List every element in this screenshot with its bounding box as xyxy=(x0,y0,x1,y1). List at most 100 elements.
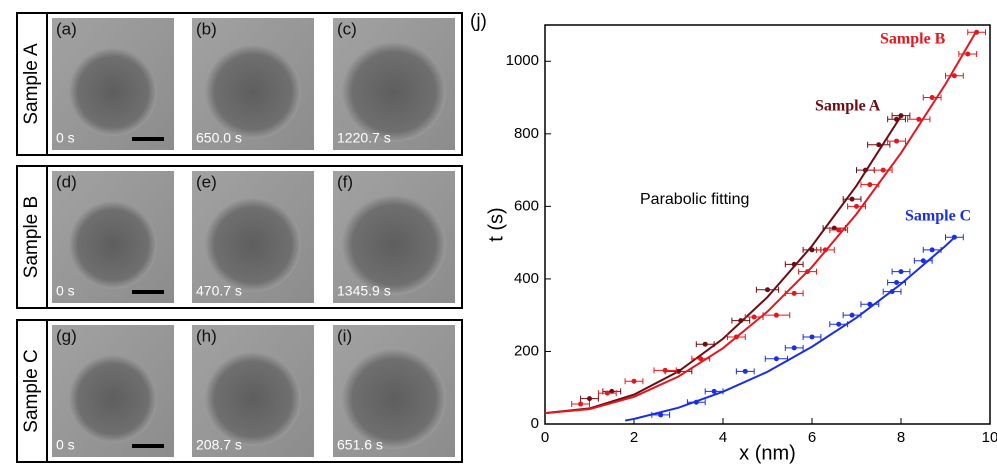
series-label: Sample B xyxy=(880,31,946,48)
time-label: 470.7 s xyxy=(196,283,242,299)
data-point xyxy=(773,356,779,362)
particle xyxy=(69,48,157,136)
data-point xyxy=(867,301,873,307)
annotation: Parabolic fitting xyxy=(640,191,749,208)
data-point xyxy=(889,289,895,295)
time-label: 1345.9 s xyxy=(337,283,391,299)
data-point xyxy=(880,167,886,173)
sample-label: Sample C xyxy=(21,349,42,432)
image-label: (c) xyxy=(337,19,357,38)
x-tick-label: 10 xyxy=(982,429,997,446)
image-panels: Sample A (a) 0 s (b) 650.0 s (c) 1220.7 s Sampl… xyxy=(16,12,463,463)
data-point xyxy=(578,401,584,407)
data-point xyxy=(894,138,900,144)
data-point xyxy=(658,412,664,418)
particle xyxy=(69,201,157,289)
series-label: Sample C xyxy=(905,208,971,225)
data-point xyxy=(951,73,957,79)
particle xyxy=(205,198,301,292)
data-point xyxy=(587,396,592,402)
y-tick-label: 0 xyxy=(531,415,539,432)
data-point xyxy=(876,142,882,148)
data-point xyxy=(862,167,868,173)
data-point xyxy=(836,321,842,327)
image-label: (b) xyxy=(196,19,217,38)
data-point xyxy=(849,196,855,202)
row-frame xyxy=(16,319,463,463)
data-point xyxy=(693,399,699,405)
data-point xyxy=(738,318,744,324)
y-tick-label: 200 xyxy=(514,342,539,359)
data-point xyxy=(791,345,797,351)
data-point xyxy=(898,269,904,275)
data-point xyxy=(631,378,637,384)
sample-label: Sample B xyxy=(21,196,42,278)
image-label: (d) xyxy=(56,172,77,191)
particle xyxy=(342,42,446,142)
plot-frame xyxy=(544,24,991,425)
time-label: 651.6 s xyxy=(337,437,383,453)
image-label: (g) xyxy=(56,326,77,345)
row-frame xyxy=(16,165,463,309)
data-point xyxy=(698,356,704,362)
image-label: (a) xyxy=(56,19,77,38)
data-point xyxy=(867,182,873,188)
chart: 0 2 4 6 8 10 0 200 400 600 800 1000 x (nm) t (s) Parab… xyxy=(485,24,997,464)
x-tick-label: 6 xyxy=(808,429,816,446)
data-point xyxy=(809,247,815,253)
time-label: 0 s xyxy=(56,283,75,299)
sample-label: Sample A xyxy=(21,43,42,125)
data-point xyxy=(836,227,842,233)
data-point xyxy=(929,95,935,101)
y-axis-label: t (s) xyxy=(485,207,507,241)
image-label: (f) xyxy=(337,172,353,191)
fit-curve xyxy=(624,236,956,422)
time-label: 650.0 s xyxy=(196,130,242,146)
time-label: 1220.7 s xyxy=(337,130,391,146)
image-label: (i) xyxy=(337,326,352,345)
data-point xyxy=(742,368,748,374)
data-point xyxy=(809,334,815,340)
data-point xyxy=(604,390,610,396)
data-point xyxy=(791,290,797,296)
y-tick-label: 600 xyxy=(514,197,539,214)
data-point xyxy=(711,388,717,394)
fit-curve xyxy=(544,30,978,415)
data-point xyxy=(733,334,739,340)
data-point xyxy=(676,368,681,374)
x-tick-label: 8 xyxy=(897,429,905,446)
y-tick-label: 400 xyxy=(514,270,539,287)
x-tick-label: 0 xyxy=(541,429,549,446)
y-tick-label: 1000 xyxy=(506,52,539,69)
image-label: (h) xyxy=(196,326,217,345)
panel-label: (j) xyxy=(470,11,487,32)
time-label: 0 s xyxy=(56,130,75,146)
time-label: 0 s xyxy=(56,437,75,453)
data-point xyxy=(929,247,935,253)
data-point xyxy=(791,261,797,267)
series-label: Sample A xyxy=(815,98,881,115)
particle xyxy=(342,195,446,295)
data-point xyxy=(965,51,971,57)
x-tick-label: 4 xyxy=(719,429,727,446)
data-point xyxy=(765,287,770,293)
data-point xyxy=(773,312,779,318)
particle xyxy=(205,45,301,139)
x-tick-label: 2 xyxy=(630,429,638,446)
data-point xyxy=(916,116,922,122)
data-point xyxy=(822,247,828,253)
time-label: 208.7 s xyxy=(196,437,242,453)
data-point xyxy=(920,258,926,264)
data-point xyxy=(805,269,811,275)
x-axis-label: x (nm) xyxy=(739,442,796,464)
row-frame xyxy=(16,12,463,156)
data-point xyxy=(662,367,668,373)
scale-bar xyxy=(132,444,164,448)
data-point xyxy=(894,280,900,286)
data-point xyxy=(831,225,837,231)
image-label: (e) xyxy=(196,172,217,191)
scale-bar xyxy=(132,290,164,294)
data-point xyxy=(898,113,904,119)
data-point xyxy=(609,388,615,394)
